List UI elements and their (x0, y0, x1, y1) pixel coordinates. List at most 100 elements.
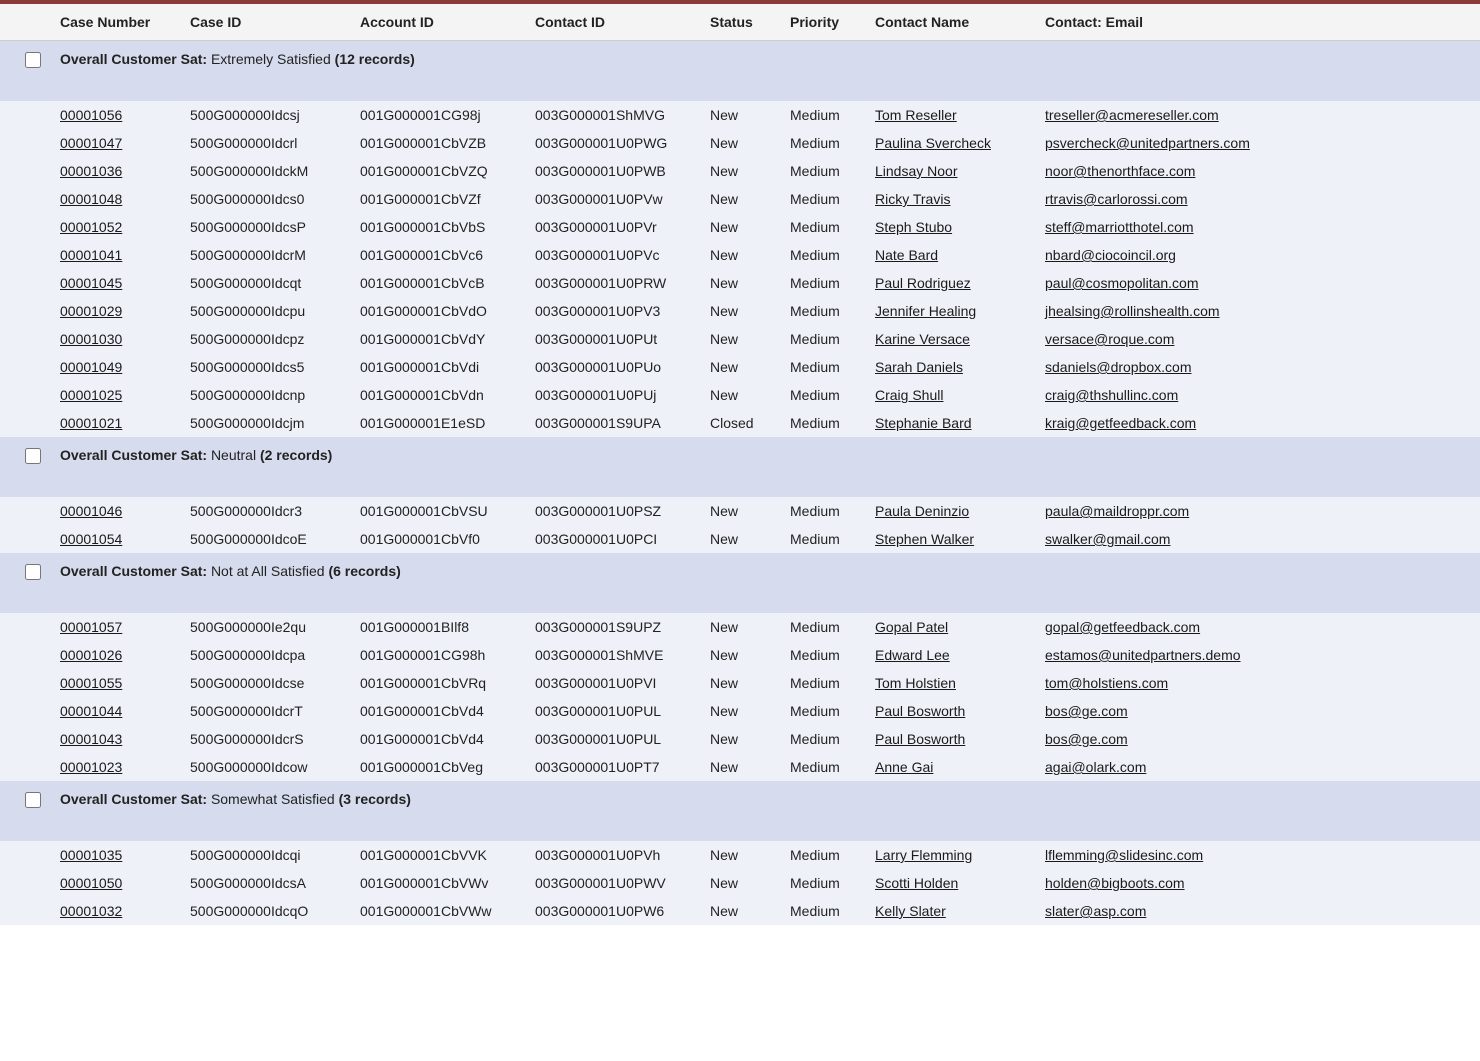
case-number-link[interactable]: 00001045 (60, 275, 122, 291)
contact-email-link[interactable]: paul@cosmopolitan.com (1045, 275, 1199, 291)
contact-email-link[interactable]: estamos@unitedpartners.demo (1045, 647, 1241, 663)
col-header-case-number[interactable]: Case Number (52, 4, 182, 41)
contact-email-link[interactable]: steff@marriotthotel.com (1045, 219, 1194, 235)
contact-email-link[interactable]: slater@asp.com (1045, 903, 1146, 919)
contact-name-link[interactable]: Karine Versace (875, 331, 970, 347)
contact-name-cell: Scotti Holden (867, 869, 1037, 897)
contact-email-link[interactable]: tom@holstiens.com (1045, 675, 1168, 691)
contact-name-link[interactable]: Gopal Patel (875, 619, 948, 635)
contact-name-link[interactable]: Edward Lee (875, 647, 950, 663)
group-value-label: Not at All Satisfied (211, 563, 329, 579)
group-select-checkbox[interactable] (25, 792, 41, 808)
contact-name-link[interactable]: Ricky Travis (875, 191, 950, 207)
contact-email-link[interactable]: gopal@getfeedback.com (1045, 619, 1200, 635)
group-select-checkbox[interactable] (25, 448, 41, 464)
case-number-link[interactable]: 00001043 (60, 731, 122, 747)
col-header-contact-id[interactable]: Contact ID (527, 4, 702, 41)
contact-name-link[interactable]: Craig Shull (875, 387, 943, 403)
case-number-link[interactable]: 00001021 (60, 415, 122, 431)
contact-name-link[interactable]: Anne Gai (875, 759, 933, 775)
contact-name-link[interactable]: Sarah Daniels (875, 359, 963, 375)
contact-email-link[interactable]: swalker@gmail.com (1045, 531, 1170, 547)
row-indent-cell (0, 213, 52, 241)
contact-email-link[interactable]: kraig@getfeedback.com (1045, 415, 1196, 431)
case-number-link[interactable]: 00001056 (60, 107, 122, 123)
contact-name-link[interactable]: Kelly Slater (875, 903, 946, 919)
case-number-link[interactable]: 00001047 (60, 135, 122, 151)
group-select-checkbox[interactable] (25, 564, 41, 580)
col-header-account-id[interactable]: Account ID (352, 4, 527, 41)
case-number-link[interactable]: 00001036 (60, 163, 122, 179)
contact-name-link[interactable]: Paulina Svercheck (875, 135, 991, 151)
case-number-link[interactable]: 00001046 (60, 503, 122, 519)
report-container: Case Number Case ID Account ID Contact I… (0, 0, 1480, 925)
table-row: 00001036500G000000IdckM001G000001CbVZQ00… (0, 157, 1480, 185)
contact-email-link[interactable]: bos@ge.com (1045, 731, 1128, 747)
case-number-link[interactable]: 00001052 (60, 219, 122, 235)
case-number-link[interactable]: 00001055 (60, 675, 122, 691)
contact-name-link[interactable]: Tom Reseller (875, 107, 957, 123)
case-number-link[interactable]: 00001035 (60, 847, 122, 863)
account-id-cell: 001G000001CbVd4 (352, 697, 527, 725)
contact-email-link[interactable]: lflemming@slidesinc.com (1045, 847, 1203, 863)
contact-email-link[interactable]: psvercheck@unitedpartners.com (1045, 135, 1250, 151)
contact-name-link[interactable]: Nate Bard (875, 247, 938, 263)
col-header-case-id[interactable]: Case ID (182, 4, 352, 41)
case-number-link[interactable]: 00001044 (60, 703, 122, 719)
col-header-contact-email[interactable]: Contact: Email (1037, 4, 1480, 41)
contact-email-link[interactable]: sdaniels@dropbox.com (1045, 359, 1192, 375)
contact-name-link[interactable]: Jennifer Healing (875, 303, 976, 319)
case-number-link[interactable]: 00001025 (60, 387, 122, 403)
contact-name-link[interactable]: Paula Deninzio (875, 503, 969, 519)
case-number-link[interactable]: 00001026 (60, 647, 122, 663)
contact-id-cell: 003G000001U0PV3 (527, 297, 702, 325)
case-number-link[interactable]: 00001030 (60, 331, 122, 347)
contact-name-link[interactable]: Paul Bosworth (875, 731, 965, 747)
case-number-link[interactable]: 00001049 (60, 359, 122, 375)
contact-email-link[interactable]: jhealsing@rollinshealth.com (1045, 303, 1220, 319)
contact-email-link[interactable]: bos@ge.com (1045, 703, 1128, 719)
group-select-checkbox[interactable] (25, 52, 41, 68)
case-number-link[interactable]: 00001032 (60, 903, 122, 919)
contact-name-cell: Craig Shull (867, 381, 1037, 409)
case-number-link[interactable]: 00001041 (60, 247, 122, 263)
contact-email-link[interactable]: paula@maildroppr.com (1045, 503, 1189, 519)
contact-name-link[interactable]: Paul Rodriguez (875, 275, 971, 291)
case-number-link[interactable]: 00001050 (60, 875, 122, 891)
contact-name-link[interactable]: Steph Stubo (875, 219, 952, 235)
table-row: 00001029500G000000Idcpu001G000001CbVdO00… (0, 297, 1480, 325)
case-id-cell: 500G000000IdcoE (182, 525, 352, 553)
contact-name-link[interactable]: Tom Holstien (875, 675, 956, 691)
contact-email-link[interactable]: craig@thshullinc.com (1045, 387, 1178, 403)
case-number-link[interactable]: 00001023 (60, 759, 122, 775)
col-header-priority[interactable]: Priority (782, 4, 867, 41)
priority-cell: Medium (782, 697, 867, 725)
contact-email-link[interactable]: noor@thenorthface.com (1045, 163, 1195, 179)
contact-email-link[interactable]: agai@olark.com (1045, 759, 1146, 775)
contact-name-link[interactable]: Lindsay Noor (875, 163, 958, 179)
contact-email-link[interactable]: versace@roque.com (1045, 331, 1174, 347)
contact-name-link[interactable]: Stephen Walker (875, 531, 974, 547)
contact-email-link[interactable]: holden@bigboots.com (1045, 875, 1185, 891)
account-id-cell: 001G000001CbVSU (352, 497, 527, 525)
status-cell: New (702, 641, 782, 669)
contact-name-link[interactable]: Larry Flemming (875, 847, 972, 863)
case-number-link[interactable]: 00001048 (60, 191, 122, 207)
status-cell: New (702, 101, 782, 129)
row-indent-cell (0, 669, 52, 697)
col-header-status[interactable]: Status (702, 4, 782, 41)
case-number-link[interactable]: 00001029 (60, 303, 122, 319)
group-header-row: Overall Customer Sat: Not at All Satisfi… (0, 553, 1480, 613)
contact-name-link[interactable]: Stephanie Bard (875, 415, 972, 431)
contact-email-link[interactable]: rtravis@carlorossi.com (1045, 191, 1188, 207)
contact-name-link[interactable]: Scotti Holden (875, 875, 958, 891)
contact-email-link[interactable]: treseller@acmereseller.com (1045, 107, 1219, 123)
contact-name-cell: Paul Bosworth (867, 725, 1037, 753)
row-indent-cell (0, 101, 52, 129)
case-number-link[interactable]: 00001057 (60, 619, 122, 635)
contact-name-cell: Tom Reseller (867, 101, 1037, 129)
case-number-link[interactable]: 00001054 (60, 531, 122, 547)
contact-name-link[interactable]: Paul Bosworth (875, 703, 965, 719)
col-header-contact-name[interactable]: Contact Name (867, 4, 1037, 41)
contact-email-link[interactable]: nbard@ciocoincil.org (1045, 247, 1176, 263)
